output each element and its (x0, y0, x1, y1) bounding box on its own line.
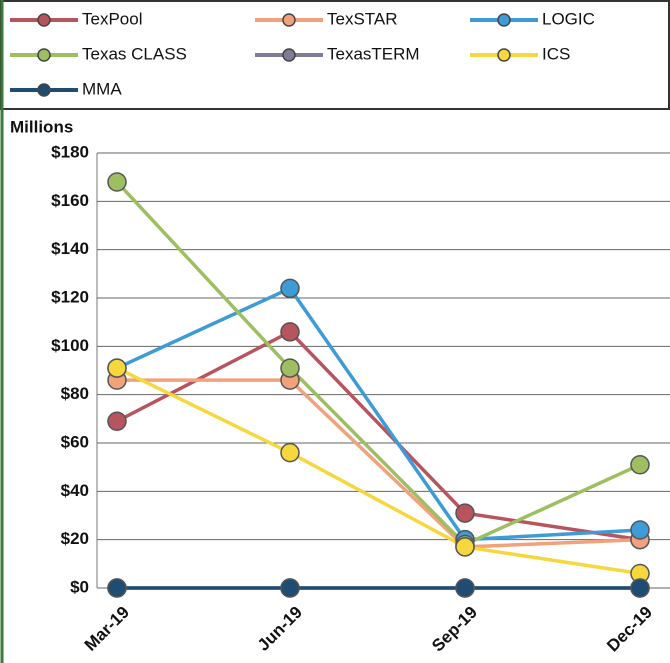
y-tick-label: $40 (61, 481, 89, 500)
data-point (455, 503, 475, 523)
legend-label: TexPool (82, 9, 142, 28)
y-tick-label: $60 (61, 432, 89, 451)
legend-marker (37, 48, 51, 62)
data-point (455, 578, 475, 598)
y-tick-label: $160 (51, 191, 89, 210)
data-point (630, 578, 650, 598)
y-tick-label: $0 (70, 577, 89, 596)
legend-label: LOGIC (542, 9, 595, 28)
data-point (280, 358, 300, 378)
y-tick-label: $80 (61, 384, 89, 403)
data-point (107, 578, 127, 598)
data-point (107, 358, 127, 378)
data-point (280, 322, 300, 342)
y-tick-label: $20 (61, 529, 89, 548)
x-tick-label: Jun-19 (254, 603, 306, 655)
series-line (117, 378, 641, 549)
series-line (115, 180, 641, 547)
data-point (630, 455, 650, 475)
y-tick-label: $180 (51, 142, 89, 161)
data-point (280, 578, 300, 598)
y-axis-label: Millions (10, 117, 73, 136)
legend-label: TexasTERM (327, 44, 420, 63)
series-line (116, 366, 641, 576)
x-tick-label: Dec-19 (603, 603, 656, 656)
legend-label: ICS (542, 44, 570, 63)
legend-marker (37, 83, 51, 97)
data-point (280, 278, 300, 299)
legend-marker (282, 13, 296, 27)
legend-marker (282, 48, 296, 62)
y-tick-label: $100 (51, 336, 89, 355)
legend-marker (497, 13, 511, 27)
legend-marker (497, 48, 511, 62)
data-point (280, 442, 300, 463)
series-line (116, 286, 641, 542)
data-point (630, 520, 650, 540)
legend-label: MMA (82, 79, 122, 98)
data-point (455, 537, 475, 557)
legend-label: TexSTAR (327, 9, 398, 28)
data-point (107, 411, 127, 431)
series-line (116, 329, 641, 542)
legend-label: Texas CLASS (82, 44, 187, 63)
data-point (107, 172, 127, 192)
y-tick-label: $140 (51, 239, 89, 258)
y-tick-label: $120 (51, 287, 89, 306)
x-tick-label: Sep-19 (428, 603, 481, 656)
x-tick-label: Mar-19 (81, 603, 133, 655)
legend-marker (37, 13, 51, 27)
